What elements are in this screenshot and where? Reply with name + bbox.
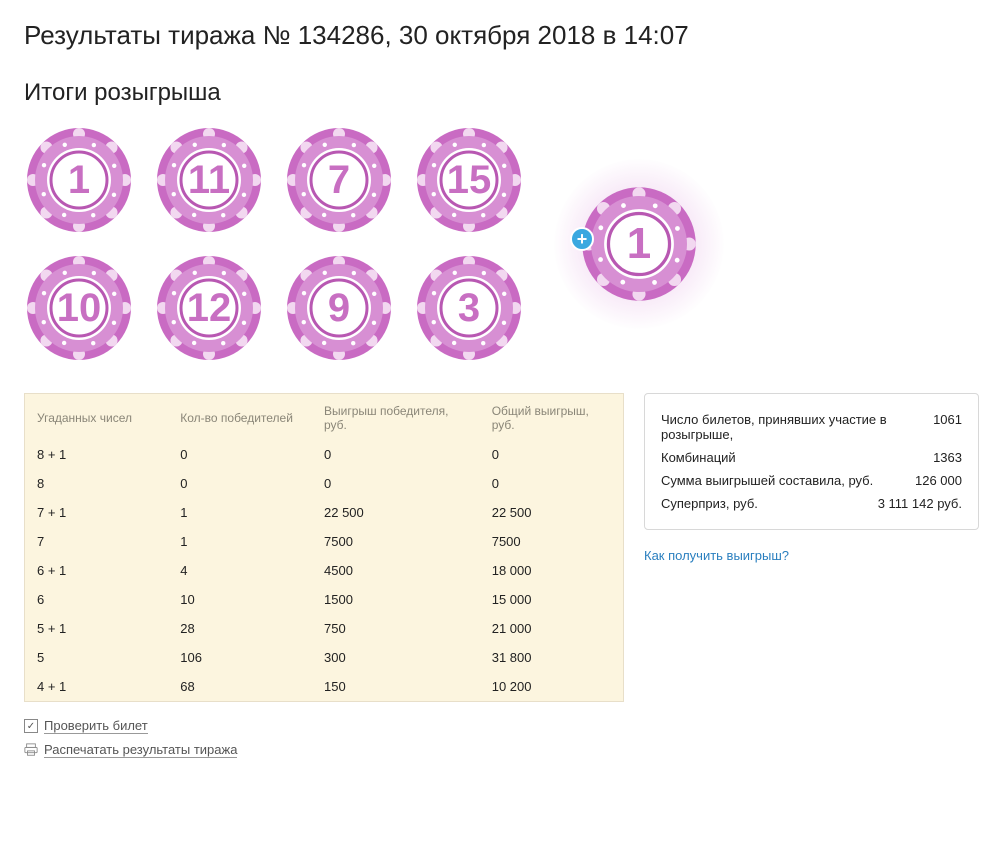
draw-results: 1 11 7 15 10 12	[24, 125, 976, 363]
how-to-claim-link[interactable]: Как получить выигрыш?	[644, 548, 789, 563]
table-cell: 0	[168, 440, 312, 469]
table-cell: 1500	[312, 585, 480, 614]
table-cell: 18 000	[480, 556, 624, 585]
table-cell: 5 + 1	[25, 614, 169, 643]
table-row: 5 + 12875021 000	[25, 614, 624, 643]
table-cell: 0	[480, 469, 624, 498]
table-cell: 4 + 1	[25, 672, 169, 702]
summary-box: Число билетов, принявших участие в розыг…	[644, 393, 979, 530]
prize-table: Угаданных чиселКол-во победителейВыигрыш…	[24, 393, 624, 702]
summary-row: Комбинаций 1363	[661, 446, 962, 469]
table-cell: 68	[168, 672, 312, 702]
table-cell: 31 800	[480, 643, 624, 672]
table-row: 8 + 1000	[25, 440, 624, 469]
table-cell: 1	[168, 498, 312, 527]
table-row: 7 + 1122 50022 500	[25, 498, 624, 527]
draw-chip: 3	[414, 253, 524, 363]
table-cell: 0	[168, 469, 312, 498]
table-header: Общий выигрыш, руб.	[480, 394, 624, 441]
summary-label: Сумма выигрышей составила, руб.	[661, 473, 903, 488]
table-cell: 22 500	[480, 498, 624, 527]
check-ticket-label: Проверить билет	[44, 718, 148, 734]
table-cell: 0	[312, 440, 480, 469]
table-cell: 8 + 1	[25, 440, 169, 469]
print-results-label: Распечатать результаты тиража	[44, 742, 237, 758]
summary-label: Число билетов, принявших участие в розыг…	[661, 412, 921, 442]
table-cell: 5	[25, 643, 169, 672]
table-cell: 8	[25, 469, 169, 498]
table-cell: 0	[312, 469, 480, 498]
draw-chip: 10	[24, 253, 134, 363]
bonus-chip-wrap: 1 +	[564, 169, 714, 319]
table-cell: 0	[480, 440, 624, 469]
table-cell: 1	[168, 527, 312, 556]
check-ticket-link[interactable]: ✓ Проверить билет	[24, 718, 624, 734]
table-cell: 6	[25, 585, 169, 614]
draw-chip: 15	[414, 125, 524, 235]
section-title: Итоги розыгрыша	[24, 79, 976, 107]
table-cell: 4500	[312, 556, 480, 585]
page-title: Результаты тиража № 134286, 30 октября 2…	[24, 20, 976, 51]
actions: ✓ Проверить билет Распечатать результаты…	[24, 718, 624, 758]
summary-label: Суперприз, руб.	[661, 496, 866, 511]
table-row: 7175007500	[25, 527, 624, 556]
plus-icon: +	[570, 227, 594, 251]
table-cell: 7500	[480, 527, 624, 556]
table-cell: 6 + 1	[25, 556, 169, 585]
table-cell: 21 000	[480, 614, 624, 643]
table-cell: 7	[25, 527, 169, 556]
summary-row: Число билетов, принявших участие в розыг…	[661, 408, 962, 446]
table-header: Кол-во победителей	[168, 394, 312, 441]
summary-row: Суперприз, руб. 3 111 142 руб.	[661, 492, 962, 515]
table-header: Выигрыш победителя, руб.	[312, 394, 480, 441]
draw-chip: 9	[284, 253, 394, 363]
draw-chip: 7	[284, 125, 394, 235]
table-cell: 4	[168, 556, 312, 585]
summary-row: Сумма выигрышей составила, руб. 126 000	[661, 469, 962, 492]
table-cell: 106	[168, 643, 312, 672]
table-cell: 7 + 1	[25, 498, 169, 527]
draw-chip: 11	[154, 125, 264, 235]
summary-column: Число билетов, принявших участие в розыг…	[644, 393, 979, 565]
table-row: 6 + 14450018 000	[25, 556, 624, 585]
table-cell: 7500	[312, 527, 480, 556]
check-icon: ✓	[24, 719, 38, 733]
summary-value: 126 000	[915, 473, 962, 488]
main-chips-grid: 1 11 7 15 10 12	[24, 125, 524, 363]
table-cell: 10 200	[480, 672, 624, 702]
print-results-link[interactable]: Распечатать результаты тиража	[24, 742, 624, 758]
table-header: Угаданных чисел	[25, 394, 169, 441]
summary-value: 1061	[933, 412, 962, 427]
draw-chip: 12	[154, 253, 264, 363]
table-row: 510630031 800	[25, 643, 624, 672]
draw-chip: 1	[24, 125, 134, 235]
summary-value: 3 111 142 руб.	[878, 496, 962, 511]
summary-label: Комбинаций	[661, 450, 921, 465]
table-cell: 15 000	[480, 585, 624, 614]
table-cell: 750	[312, 614, 480, 643]
table-cell: 22 500	[312, 498, 480, 527]
table-row: 8000	[25, 469, 624, 498]
table-cell: 300	[312, 643, 480, 672]
table-row: 610150015 000	[25, 585, 624, 614]
table-cell: 10	[168, 585, 312, 614]
table-row: 4 + 16815010 200	[25, 672, 624, 702]
table-cell: 150	[312, 672, 480, 702]
summary-value: 1363	[933, 450, 962, 465]
print-icon	[24, 743, 38, 757]
table-cell: 28	[168, 614, 312, 643]
